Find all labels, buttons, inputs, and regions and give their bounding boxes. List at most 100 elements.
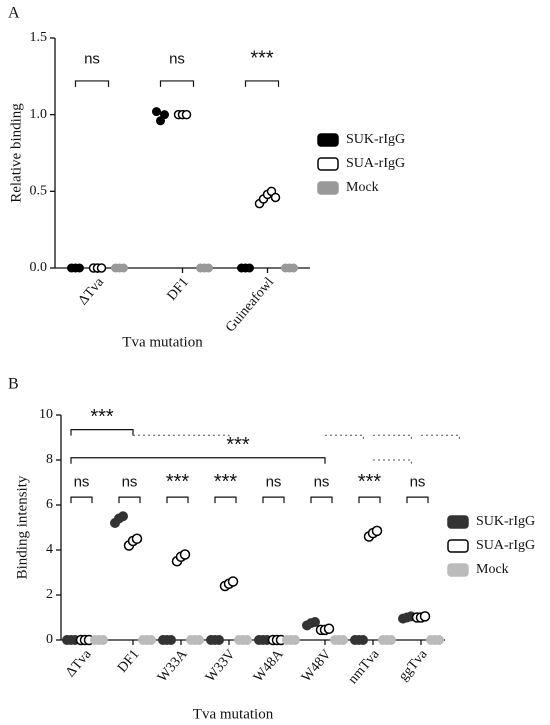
y-tick-label: 10 xyxy=(39,407,53,422)
significance-label: *** xyxy=(166,471,190,493)
x-tick-label: W48A xyxy=(251,646,287,685)
data-point xyxy=(323,623,335,634)
dotted-bracket xyxy=(325,434,364,441)
x-tick-label: DF1 xyxy=(115,647,143,676)
data-point xyxy=(242,635,252,645)
x-tick-label: ΔTva xyxy=(63,646,95,680)
data-point xyxy=(310,617,320,627)
significance-label: ns xyxy=(314,473,330,490)
legend-swatch xyxy=(317,157,339,171)
significance-bracket xyxy=(166,496,189,504)
data-point xyxy=(338,635,348,645)
data-point xyxy=(152,107,161,117)
legend-swatch xyxy=(447,539,469,553)
data-point xyxy=(386,635,396,645)
data-point xyxy=(358,635,368,645)
significance-label: ns xyxy=(410,473,426,490)
significance-bracket xyxy=(262,496,285,504)
data-point xyxy=(289,263,298,273)
y-tick-label: 0.5 xyxy=(30,184,48,199)
data-point xyxy=(194,635,204,645)
data-point xyxy=(166,635,176,645)
data-point xyxy=(156,116,165,126)
x-tick-label: DF1 xyxy=(165,275,193,304)
significance-label: ns xyxy=(84,50,100,67)
significance-bracket xyxy=(358,496,381,504)
y-axis-label: Relative binding xyxy=(8,103,24,203)
significance-bracket xyxy=(310,496,333,504)
legend-swatch xyxy=(317,133,339,147)
comparison-bracket xyxy=(70,429,134,436)
dotted-bracket xyxy=(373,459,412,465)
x-tick-label: W33A xyxy=(155,646,191,685)
x-tick-label: W33V xyxy=(203,647,238,685)
data-point xyxy=(119,263,128,273)
significance-bracket xyxy=(74,80,110,87)
significance-bracket xyxy=(70,496,93,504)
significance-bracket xyxy=(118,496,141,504)
significance-label: *** xyxy=(358,471,382,493)
data-point xyxy=(146,635,156,645)
legend-swatch xyxy=(447,515,469,529)
significance-label: *** xyxy=(250,48,274,70)
legend-swatch xyxy=(447,563,469,577)
y-tick-label: 4 xyxy=(46,542,53,557)
y-tick-label: 0.0 xyxy=(30,260,48,275)
significance-bracket xyxy=(406,496,429,504)
legend-label: SUA-rIgG xyxy=(346,156,405,171)
y-tick-label: 6 xyxy=(46,497,53,512)
x-tick-label: ggTva xyxy=(396,646,431,684)
x-axis-label: Tva mutation xyxy=(122,334,203,350)
data-point xyxy=(160,110,169,120)
y-tick-label: 2 xyxy=(46,587,53,602)
data-point xyxy=(245,263,254,273)
significance-bracket xyxy=(244,80,280,87)
data-point xyxy=(270,192,281,203)
legend-label: SUK-rIgG xyxy=(476,514,535,529)
data-point xyxy=(98,635,108,645)
legend-label: SUA-rIgG xyxy=(476,538,535,553)
data-point xyxy=(419,611,431,622)
comparison-label: *** xyxy=(226,434,250,456)
data-point xyxy=(214,635,224,645)
comparison-bracket xyxy=(70,457,326,464)
x-tick-label: ΔTva xyxy=(76,274,108,308)
data-point xyxy=(434,635,444,645)
data-point xyxy=(179,549,191,560)
x-tick-label: W48V xyxy=(299,647,334,685)
data-point xyxy=(290,635,300,645)
significance-label: *** xyxy=(214,471,238,493)
data-point xyxy=(204,263,213,273)
data-point xyxy=(96,263,107,273)
significance-bracket xyxy=(159,80,195,87)
y-tick-label: 1.5 xyxy=(30,30,48,45)
x-axis-label: Tva mutation xyxy=(193,706,274,722)
significance-label: ns xyxy=(74,473,90,490)
x-tick-label: nmTva xyxy=(346,646,383,687)
significance-bracket xyxy=(214,496,237,504)
panel-label: A xyxy=(8,5,20,22)
significance-label: ns xyxy=(169,50,185,67)
legend-label: Mock xyxy=(346,180,379,195)
y-axis-label: Binding intensity xyxy=(14,475,30,579)
data-point xyxy=(75,263,84,273)
x-tick-label: Guineafowl xyxy=(223,275,277,335)
data-point xyxy=(371,525,383,537)
y-tick-label: 1.0 xyxy=(30,107,48,122)
dotted-bracket xyxy=(421,434,460,441)
data-point xyxy=(118,511,128,522)
data-point xyxy=(131,533,143,544)
dotted-bracket xyxy=(373,434,412,441)
legend-swatch xyxy=(317,181,339,195)
significance-label: ns xyxy=(266,473,282,490)
dotted-bracket xyxy=(133,434,230,441)
data-point xyxy=(227,576,239,587)
legend-label: SUK-rIgG xyxy=(346,132,405,147)
y-tick-label: 0 xyxy=(46,632,53,647)
y-tick-label: 8 xyxy=(46,452,53,467)
data-point xyxy=(181,109,192,120)
legend-label: Mock xyxy=(476,562,509,577)
panel-label: B xyxy=(8,376,19,393)
comparison-label: *** xyxy=(90,406,114,428)
